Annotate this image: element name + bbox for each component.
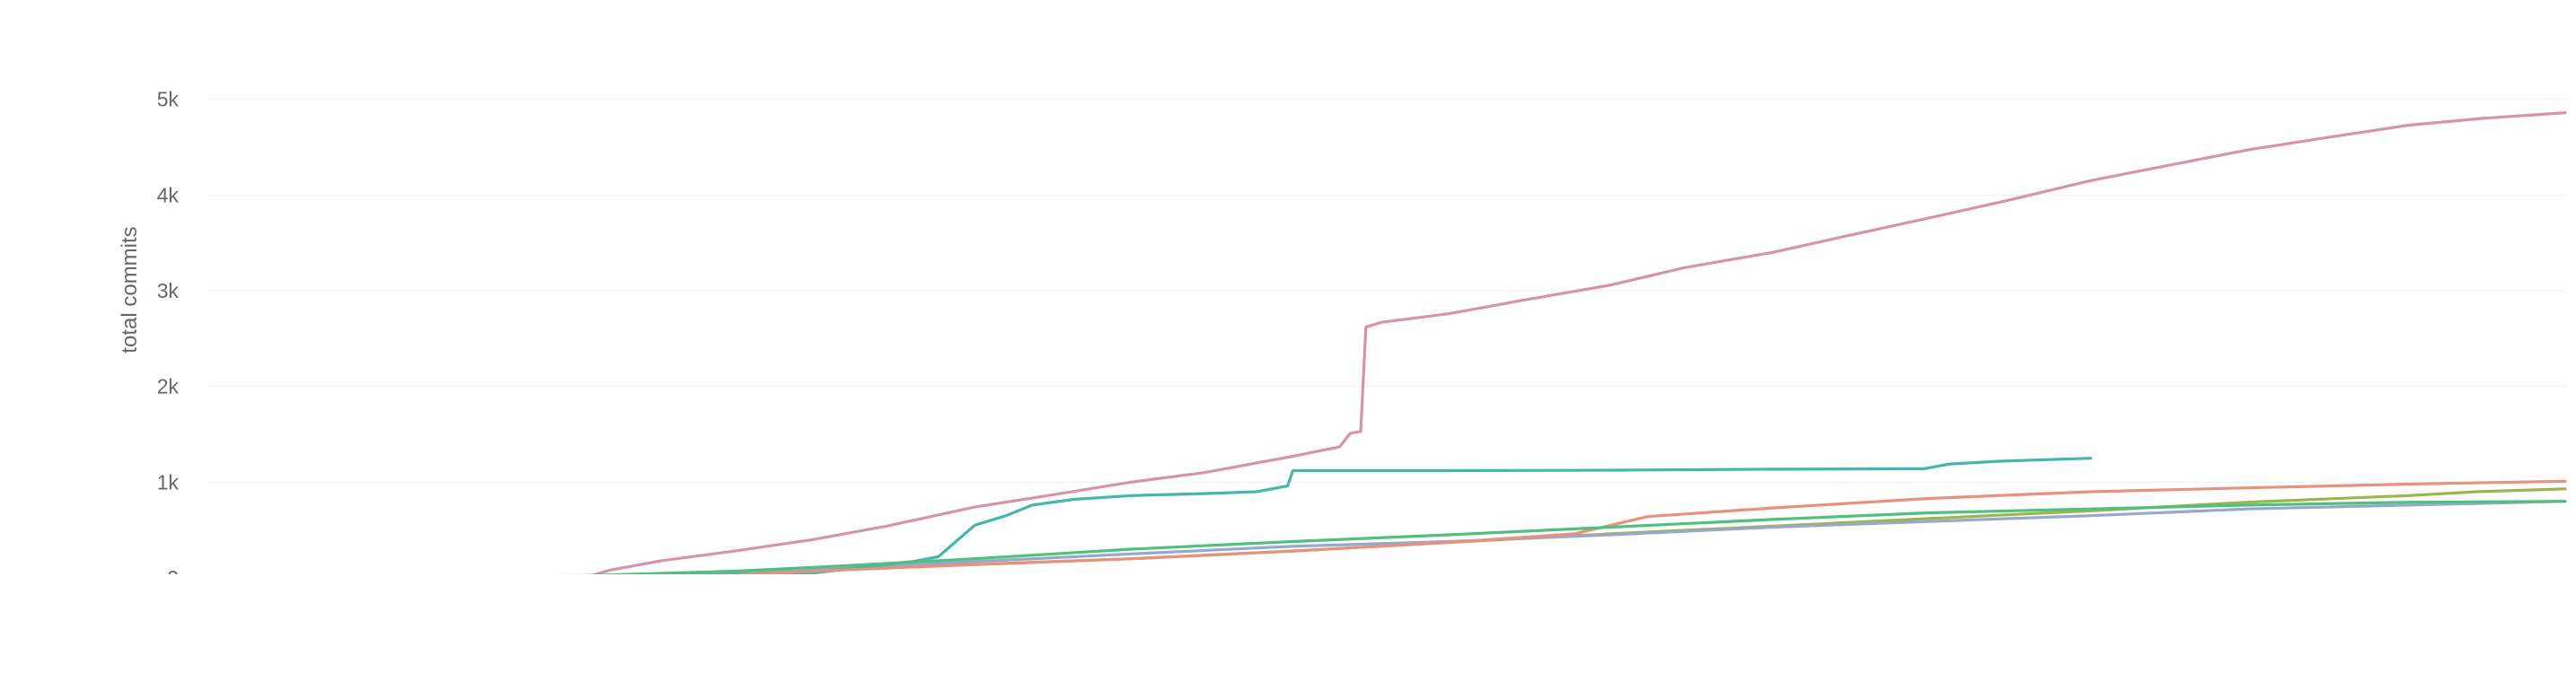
series-line-algorand-go-algorand[interactable] [572,479,2567,580]
series-line-paritytech-polkadot[interactable] [227,487,2567,580]
series-lines [206,111,2567,580]
series-line-near-nearcore[interactable] [279,500,2567,580]
grid-lines [208,99,2565,483]
y-tick-label: 4k [157,183,180,206]
series-line-solana-labs-solana[interactable] [582,111,2567,580]
y-tick-label: 1k [157,470,180,494]
series-line-ethereum-go-ethereum[interactable] [227,500,2567,580]
y-axis-ticks: 01k2k3k4k5k [157,88,180,590]
y-tick-label: 5k [157,88,180,111]
y-tick-label: 2k [157,375,180,398]
y-tick-label: 3k [157,279,180,302]
legend-band [0,574,2576,695]
y-axis-title: total commits [118,226,142,353]
